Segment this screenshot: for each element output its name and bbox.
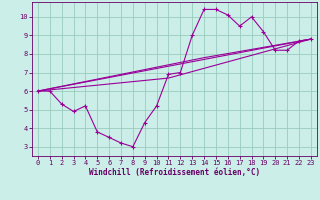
X-axis label: Windchill (Refroidissement éolien,°C): Windchill (Refroidissement éolien,°C): [89, 168, 260, 177]
